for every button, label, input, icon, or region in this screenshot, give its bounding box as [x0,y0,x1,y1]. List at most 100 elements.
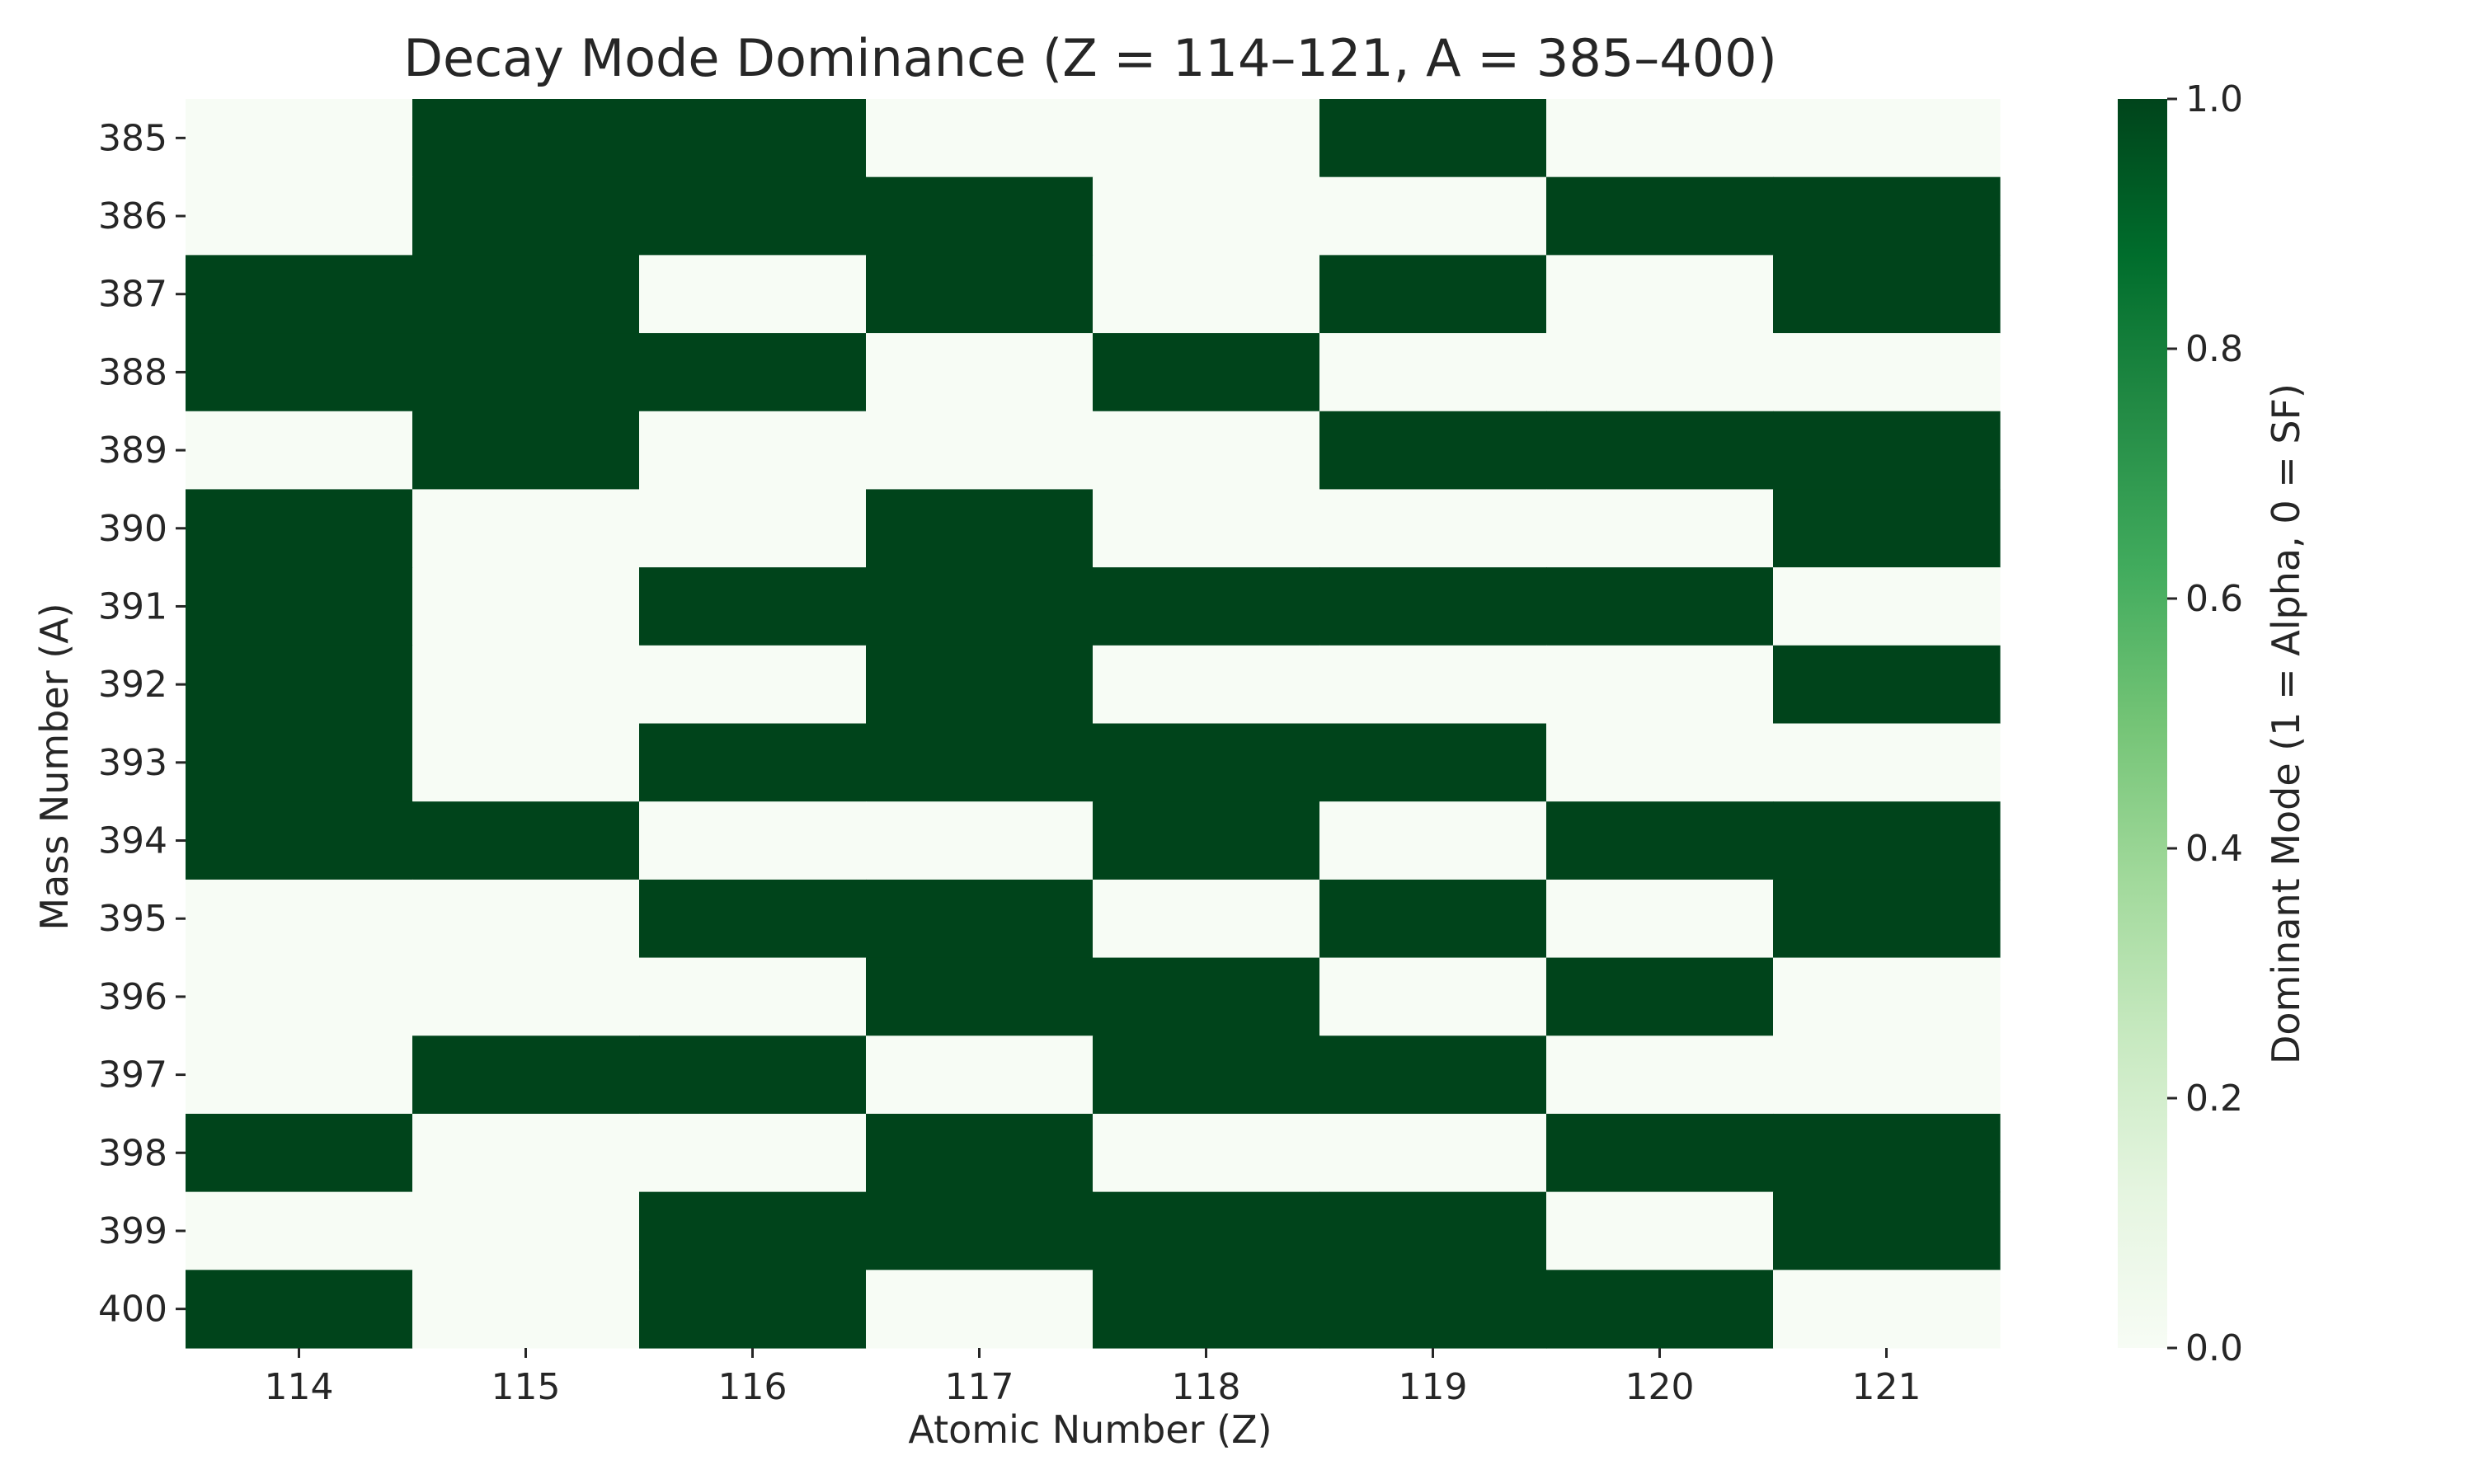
heatmap-cell [1546,411,1774,491]
heatmap-cell [866,411,1094,491]
heatmap-cell [1093,801,1320,881]
heatmap-cell [1319,1113,1547,1193]
heatmap-cell [1546,489,1774,568]
heatmap-cell [1773,801,2001,881]
heatmap-cell [866,879,1094,959]
heatmap-cell [1319,255,1547,334]
heatmap-cell [639,957,867,1036]
heatmap-cell [1093,411,1320,491]
heatmap-cell [1546,99,1774,178]
heatmap-cell [1319,1270,1547,1349]
y-tick-label: 385 [98,117,167,159]
heatmap-cell [186,1270,413,1349]
x-tick-label: 116 [718,1366,788,1408]
heatmap-cell [639,176,867,256]
heatmap-cell [1319,1191,1547,1270]
heatmap-cell [866,255,1094,334]
y-tick-label: 389 [98,430,167,472]
heatmap-cell [1546,645,1774,725]
heatmap-cell [866,723,1094,802]
heatmap-cell [866,1113,1094,1193]
heatmap-cell [1773,1036,2001,1115]
heatmap-cell [866,99,1094,178]
heatmap-cell [1093,255,1320,334]
heatmap-cell [1773,1191,2001,1270]
heatmap-cell [1093,489,1320,568]
heatmap-cell [1319,645,1547,725]
heatmap-cell [412,723,640,802]
x-axis-label: Atomic Number (Z) [908,1407,1272,1452]
heatmap-cell [639,801,867,881]
heatmap-cell [412,645,640,725]
y-axis-ticks: 385 386 387 388 389 390 391 392 393 394 395 396 397 3… [98,117,186,1331]
heatmap-cell [1319,567,1547,646]
heatmap-cell [1546,1113,1774,1193]
heatmap-cell [412,176,640,256]
heatmap-cell [639,1036,867,1115]
heatmap-cell [866,1191,1094,1270]
heatmap-cell [1546,801,1774,881]
heatmap-cell [1546,1191,1774,1270]
heatmap-cell [1319,801,1547,881]
heatmap-cell [1319,99,1547,178]
heatmap-cell [866,801,1094,881]
heatmap-cell [412,1191,640,1270]
heatmap-cell [186,1191,413,1270]
heatmap-cell [1773,255,2001,334]
heatmap-cell [1319,411,1547,491]
colorbar [2118,99,2167,1348]
heatmap-cell [1093,723,1320,802]
heatmap-cell [1546,255,1774,334]
y-tick-label: 399 [98,1210,167,1252]
heatmap-cell [866,1036,1094,1115]
y-tick-label: 397 [98,1054,167,1097]
heatmap-cell [1319,333,1547,412]
heatmap-cell [186,333,413,412]
heatmap-cell [639,99,867,178]
heatmap-cell [1773,333,2001,412]
heatmap-cell [639,723,867,802]
heatmap-cell [1773,957,2001,1036]
heatmap-cell [1093,645,1320,725]
heatmap-cell [186,176,413,256]
heatmap-cell [1546,723,1774,802]
heatmap-cell [1319,723,1547,802]
heatmap-cell [412,411,640,491]
x-axis-ticks: 114 115 116 117 118 119 120 121 [265,1348,1921,1408]
colorbar-ticks: 0.0 0.2 0.4 0.6 0.8 1.0 [2167,78,2243,1369]
heatmap-cell [186,723,413,802]
heatmap-cell [639,1113,867,1193]
heatmap-cells [186,99,2001,1349]
heatmap-cell [1546,1036,1774,1115]
heatmap-cell [866,957,1094,1036]
heatmap-cell [412,1270,640,1349]
heatmap-cell [866,333,1094,412]
heatmap-cell [1773,411,2001,491]
heatmap-cell [639,333,867,412]
colorbar-tick-label: 1.0 [2185,78,2243,120]
colorbar-tick-label: 0.2 [2185,1078,2243,1120]
heatmap-cell [1773,176,2001,256]
y-axis-label: Mass Number (A) [32,603,77,930]
heatmap-cell [1546,176,1774,256]
heatmap-cell [1773,723,2001,802]
heatmap-cell [1546,1270,1774,1349]
y-tick-label: 387 [98,274,167,316]
heatmap-cell [639,1270,867,1349]
heatmap-cell [639,1191,867,1270]
y-tick-label: 400 [98,1289,167,1331]
heatmap-cell [412,99,640,178]
heatmap-cell [412,957,640,1036]
heatmap-cell [412,567,640,646]
heatmap-cell [1093,1113,1320,1193]
heatmap-cell [639,645,867,725]
heatmap-cell [186,489,413,568]
y-tick-label: 396 [98,976,167,1018]
heatmap-cell [186,255,413,334]
x-tick-label: 120 [1625,1366,1695,1408]
x-tick-label: 121 [1852,1366,1921,1408]
heatmap-cell [1773,99,2001,178]
heatmap-cell [1093,957,1320,1036]
heatmap-cell [866,645,1094,725]
